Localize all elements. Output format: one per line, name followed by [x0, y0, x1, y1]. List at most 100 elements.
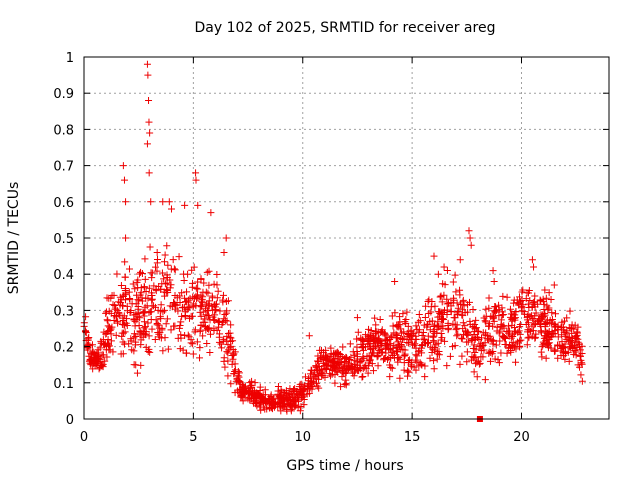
data-point [360, 363, 368, 371]
data-point [454, 304, 462, 312]
data-point [96, 355, 104, 363]
data-point [466, 317, 474, 325]
data-point [525, 333, 533, 341]
data-point [541, 332, 549, 340]
data-point [285, 389, 293, 397]
data-point [86, 355, 94, 363]
data-point [437, 292, 445, 300]
data-point [470, 368, 478, 376]
data-point [147, 198, 155, 206]
data-point [188, 266, 196, 274]
data-point [121, 321, 129, 329]
data-point [349, 369, 357, 377]
data-point [528, 322, 536, 330]
data-point [443, 266, 451, 274]
data-point [524, 326, 532, 334]
data-point [155, 333, 163, 341]
data-point [151, 335, 159, 343]
data-point [557, 352, 565, 360]
data-point [431, 321, 439, 329]
axis-ticks: 00.10.20.30.40.50.60.70.80.910 5 10 15 20 [53, 51, 609, 445]
data-point [119, 329, 127, 337]
data-point [358, 356, 366, 364]
data-point [471, 335, 479, 343]
data-point [164, 261, 172, 269]
data-point [354, 328, 362, 336]
data-point [573, 343, 581, 351]
data-point [148, 295, 156, 303]
data-point [510, 296, 518, 304]
data-point [222, 234, 230, 242]
data-point [468, 353, 476, 361]
data-point [284, 395, 292, 403]
data-point [153, 267, 161, 275]
data-point [400, 334, 408, 342]
data-point [578, 342, 586, 350]
data-point [105, 342, 113, 350]
data-point [120, 176, 128, 184]
data-point [466, 234, 474, 242]
data-point [463, 358, 471, 366]
data-point [539, 314, 547, 322]
data-point [433, 325, 441, 333]
data-point [430, 365, 438, 373]
data-point [469, 323, 477, 331]
data-point [333, 355, 341, 363]
data-point [412, 366, 420, 374]
data-point [159, 308, 167, 316]
data-point [427, 308, 435, 316]
x-axis-title: GPS time / hours [286, 458, 403, 474]
data-point [121, 328, 129, 336]
data-point [490, 317, 498, 325]
data-point [345, 361, 353, 369]
data-point [184, 304, 192, 312]
data-point [490, 277, 498, 285]
data-point [130, 315, 138, 323]
data-point [387, 354, 395, 362]
data-point [567, 339, 575, 347]
data-point [562, 329, 570, 337]
data-point [263, 405, 271, 413]
data-point [256, 383, 264, 391]
data-point [349, 348, 357, 356]
data-point [449, 278, 457, 286]
data-point [416, 317, 424, 325]
data-point [404, 356, 412, 364]
data-point [198, 298, 206, 306]
data-point [84, 346, 92, 354]
data-point [115, 310, 123, 318]
data-point [475, 328, 483, 336]
data-point [431, 329, 439, 337]
data-point [223, 348, 231, 356]
data-point [470, 341, 478, 349]
data-point [164, 345, 172, 353]
data-point [224, 341, 232, 349]
data-point [472, 354, 480, 362]
data-point [206, 330, 214, 338]
data-point [151, 303, 159, 311]
data-point [542, 333, 550, 341]
data-point [542, 354, 550, 362]
data-point [214, 317, 222, 325]
data-point [357, 334, 365, 342]
data-point [336, 358, 344, 366]
data-point [224, 357, 232, 365]
data-point [459, 319, 467, 327]
data-point [231, 360, 239, 368]
data-point [141, 255, 149, 263]
data-point [196, 354, 204, 362]
data-point [208, 292, 216, 300]
data-point [192, 284, 200, 292]
data-point [213, 271, 221, 279]
data-point [451, 342, 459, 350]
data-point [176, 292, 184, 300]
data-point [185, 333, 193, 341]
data-point [528, 256, 536, 264]
data-point [522, 321, 530, 329]
data-point [235, 369, 243, 377]
data-point [205, 267, 213, 275]
data-point [141, 303, 149, 311]
data-point [184, 331, 192, 339]
data-point [543, 340, 551, 348]
